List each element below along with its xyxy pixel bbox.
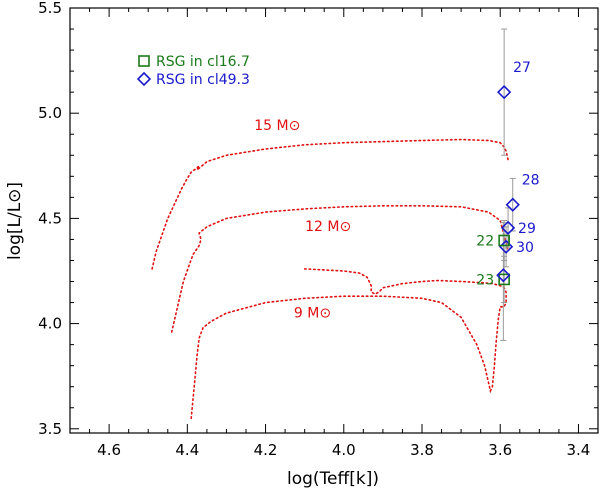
track-label: 15 M⊙ bbox=[254, 118, 300, 134]
axes-layer bbox=[69, 7, 599, 434]
star-marker-diamond bbox=[500, 220, 516, 235]
star-label-22: 22 bbox=[476, 233, 494, 249]
star-marker-diamond bbox=[497, 85, 512, 100]
star-label-28: 28 bbox=[522, 173, 540, 189]
x-tick-label: 4.2 bbox=[254, 441, 278, 459]
star-label-23: 23 bbox=[476, 272, 494, 288]
star-marker-diamond bbox=[505, 197, 520, 212]
legend-marker-square bbox=[138, 55, 150, 67]
star-label-30: 30 bbox=[516, 240, 534, 256]
x-tick-label: 4.4 bbox=[175, 441, 199, 459]
track-label: 9 M⊙ bbox=[294, 305, 331, 321]
track-line-15-m bbox=[151, 138, 509, 270]
y-tick-label: 5.5 bbox=[38, 0, 62, 17]
y-tick-label: 3.5 bbox=[38, 420, 62, 438]
star-marker-diamond bbox=[496, 268, 511, 283]
x-axis-label: log(Teff[k]) bbox=[287, 469, 379, 489]
errorbars-layer bbox=[500, 28, 516, 341]
legend: RSG in cl16.7 RSG in cl49.3 bbox=[136, 54, 250, 88]
y-tick-label: 4.0 bbox=[38, 315, 62, 333]
x-tick-label: 3.4 bbox=[567, 441, 591, 459]
tracks-layer: 15 M⊙ 12 M⊙ 9 M⊙ bbox=[151, 118, 509, 420]
y-tick-label: 4.5 bbox=[38, 209, 62, 227]
legend-label-cl49-3: RSG in cl49.3 bbox=[156, 72, 250, 88]
stars-layer: 27 28 29 30 22 23 bbox=[476, 60, 539, 288]
star-marker-square bbox=[498, 273, 510, 286]
x-tick-label: 3.6 bbox=[488, 441, 512, 459]
plot-frame bbox=[69, 7, 599, 434]
legend-marker-diamond bbox=[136, 71, 152, 87]
x-tick-label: 4.6 bbox=[97, 441, 121, 459]
track-label: 12 M⊙ bbox=[305, 219, 351, 235]
y-axis-label: log[L/L⊙] bbox=[5, 182, 25, 260]
y-tick-label: 5.0 bbox=[38, 104, 62, 122]
x-tick-label: 4.0 bbox=[332, 441, 356, 459]
tick-labels-layer: 4.6 4.4 4.2 4.0 3.8 3.6 3.4 3.5 4.0 4.5 5.0 5.5 bbox=[38, 0, 590, 459]
track-line-9-m bbox=[190, 268, 507, 420]
star-marker-square bbox=[498, 234, 510, 247]
track-line-12-m bbox=[170, 205, 509, 333]
star-label-29: 29 bbox=[518, 221, 536, 237]
star-label-27: 27 bbox=[513, 60, 531, 76]
x-tick-label: 3.8 bbox=[410, 441, 434, 459]
legend-label-cl16-7: RSG in cl16.7 bbox=[156, 54, 250, 70]
